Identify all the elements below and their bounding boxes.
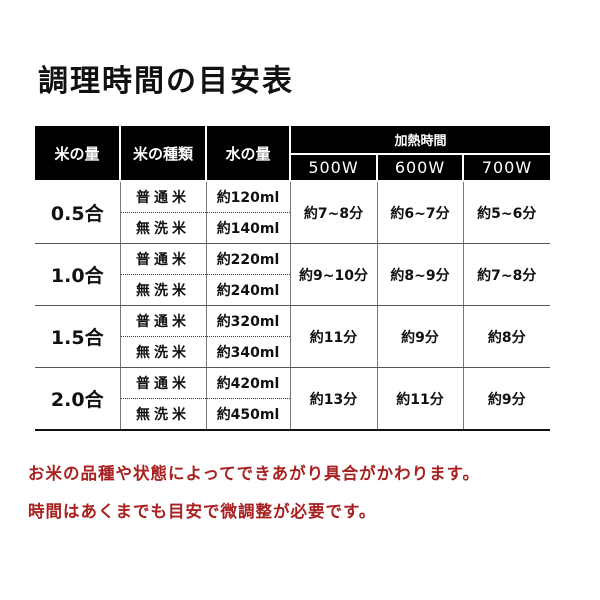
table-row: 無洗米 約140ml xyxy=(35,212,550,244)
time-700w: 約7~8分 xyxy=(462,243,550,306)
time-600w: 約9分 xyxy=(376,305,463,368)
table-row: 無洗米 約240ml xyxy=(35,274,550,306)
table-row: 2.0合 普通米 約420ml 約13分 約11分 約9分 xyxy=(35,367,550,431)
header-500w: 500W xyxy=(289,153,378,182)
note-variety: お米の品種や状態によってできあがり具合がかわります。 xyxy=(28,464,481,483)
water-amount: 約450ml xyxy=(205,398,290,431)
header-rice-amount: 米の量 xyxy=(35,126,121,182)
header-600w: 600W xyxy=(376,153,464,182)
table-row: 1.0合 普通米 約220ml 約9~10分 約8~9分 約7~8分 xyxy=(35,243,550,306)
rice-type: 無洗米 xyxy=(119,336,206,368)
time-500w: 約7~8分 xyxy=(289,181,377,244)
time-700w: 約9分 xyxy=(462,367,550,431)
time-600w: 約6~7分 xyxy=(376,181,463,244)
water-amount: 約340ml xyxy=(205,336,290,368)
page-title: 調理時間の目安表 xyxy=(38,64,294,99)
rice-amount: 0.5合 xyxy=(35,181,120,244)
rice-amount: 2.0合 xyxy=(35,367,120,431)
time-600w: 約8~9分 xyxy=(376,243,463,306)
water-amount: 約220ml xyxy=(205,243,290,275)
time-600w: 約11分 xyxy=(376,367,463,431)
rice-type: 普通米 xyxy=(119,367,206,399)
water-amount: 約420ml xyxy=(205,367,290,399)
water-amount: 約240ml xyxy=(205,274,290,306)
water-amount: 約120ml xyxy=(205,181,290,213)
header-700w: 700W xyxy=(462,153,550,182)
water-amount: 約140ml xyxy=(205,212,290,244)
rice-type: 無洗米 xyxy=(119,212,206,244)
header-rice-type: 米の種類 xyxy=(119,126,207,182)
time-700w: 約8分 xyxy=(462,305,550,368)
rice-type: 普通米 xyxy=(119,305,206,337)
time-500w: 約9~10分 xyxy=(289,243,377,306)
time-500w: 約13分 xyxy=(289,367,377,431)
rice-type: 普通米 xyxy=(119,181,206,213)
rice-amount: 1.0合 xyxy=(35,243,120,306)
time-500w: 約11分 xyxy=(289,305,377,368)
table-row: 無洗米 約340ml xyxy=(35,336,550,368)
rice-type: 無洗米 xyxy=(119,274,206,306)
rice-type: 無洗米 xyxy=(119,398,206,431)
note-adjust: 時間はあくまでも目安で微調整が必要です。 xyxy=(28,502,377,521)
table-row: 無洗米 約450ml xyxy=(35,398,550,431)
rice-amount: 1.5合 xyxy=(35,305,120,368)
header-water-amount: 水の量 xyxy=(205,126,291,182)
table-row: 1.5合 普通米 約320ml 約11分 約9分 約8分 xyxy=(35,305,550,368)
time-700w: 約5~6分 xyxy=(462,181,550,244)
table-row: 0.5合 普通米 約120ml 約7~8分 約6~7分 約5~6分 xyxy=(35,181,550,244)
water-amount: 約320ml xyxy=(205,305,290,337)
rice-type: 普通米 xyxy=(119,243,206,275)
header-heating-time: 加熱時間 xyxy=(289,126,550,155)
cooking-time-table: 米の量 米の種類 水の量 加熱時間 500W 600W 700W 0.5合 普通… xyxy=(35,126,550,431)
